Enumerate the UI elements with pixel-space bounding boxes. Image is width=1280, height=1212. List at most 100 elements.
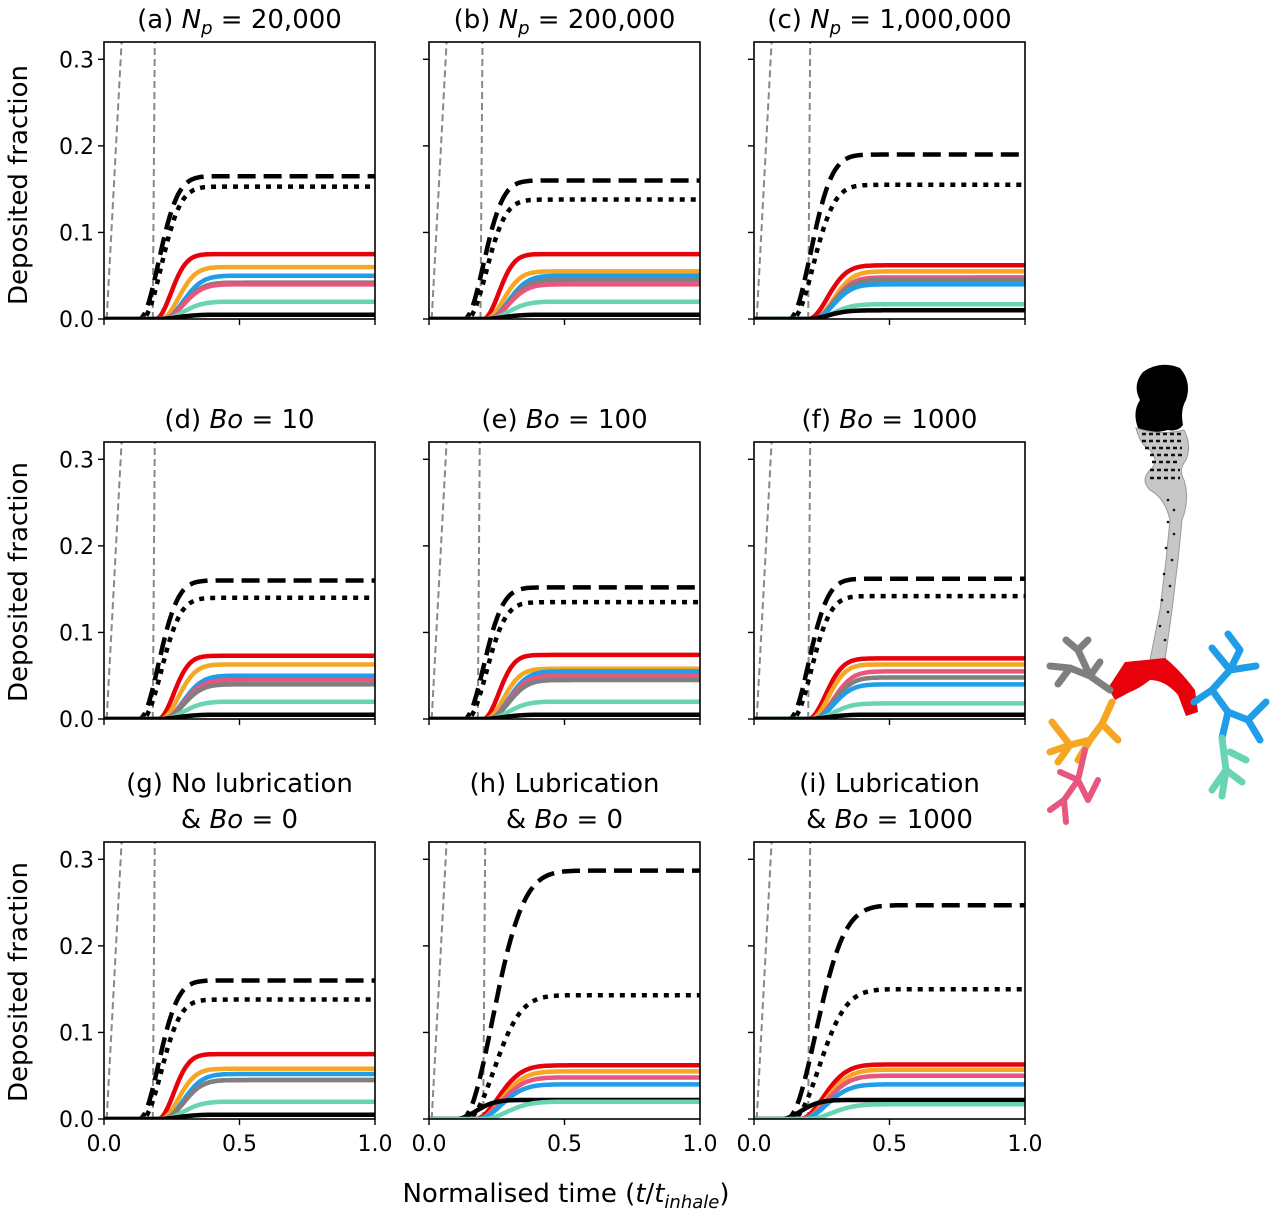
series-line-teal-solid <box>104 299 375 319</box>
panel-title-prefix: (f) <box>802 405 840 435</box>
series-line-red-solid <box>754 656 1025 719</box>
x-axis-label-t2: t <box>654 1179 665 1209</box>
panel-title-symbol: Bo <box>526 405 560 435</box>
guide-line <box>430 442 448 719</box>
panel-title: & Bo = 0 <box>506 805 623 835</box>
y-tick-label: 0.1 <box>59 621 94 646</box>
series-line-red-solid <box>754 263 1025 319</box>
panel-title: (c) Np = 1,000,000 <box>767 5 1011 39</box>
guide-line <box>755 42 773 319</box>
x-tick-label: 0.0 <box>412 1132 447 1157</box>
guide-line <box>807 842 812 1119</box>
chart-panel-3: (c) Np = 1,000,000 <box>748 5 1026 325</box>
series-line-red-solid <box>754 1062 1025 1119</box>
series-line-orange-solid <box>104 264 375 319</box>
series-line-black-solid <box>429 312 700 319</box>
panel-title: (a) Np = 20,000 <box>137 5 342 39</box>
series-line-blue-solid <box>429 273 700 319</box>
series-line-red-solid <box>104 251 375 319</box>
series-line-blue-solid <box>754 682 1025 719</box>
series-line-teal-solid <box>429 699 700 719</box>
guide-line <box>755 442 773 719</box>
airway-branch-blue <box>1190 630 1270 744</box>
y-tick-label: 0.3 <box>59 448 94 473</box>
series-line-gray-solid <box>429 277 700 319</box>
x-axis-label-slash: / <box>645 1179 654 1209</box>
chart-panel-5: (e) Bo = 100 <box>423 405 701 725</box>
guide-line <box>430 842 448 1119</box>
series-line-pink-solid <box>754 275 1025 319</box>
y-tick-label: 0.1 <box>59 221 94 246</box>
series-line-red-solid <box>104 653 375 719</box>
panel-title-symbol: N <box>182 5 201 35</box>
y-tick-label: 0.3 <box>59 48 94 73</box>
series-line-red-solid <box>429 1063 700 1119</box>
chart-panel-4: 0.0 0.1 0.2 0.3 (d) Bo = 10 <box>59 405 376 733</box>
series-line-black-dashed <box>429 178 700 319</box>
x-tick-label: 1.0 <box>358 1132 393 1157</box>
guide-line <box>430 42 448 319</box>
series-line-black-solid <box>104 312 375 319</box>
series-line-pink-solid <box>429 1075 700 1119</box>
x-tick-label: 0.0 <box>87 1132 122 1157</box>
guide-line <box>476 442 481 719</box>
panel-title-value: = 1,000,000 <box>841 5 1012 35</box>
x-axis-label-close: ) <box>719 1179 729 1209</box>
panel-title-symbol: N <box>810 5 829 35</box>
series-line-blue-solid <box>104 273 375 319</box>
series-line-red-solid <box>104 1051 375 1119</box>
series-line-blue-solid <box>754 1082 1025 1119</box>
panel-title-symbol: Bo <box>835 805 869 835</box>
panel-title-line1: (h) Lubrication <box>470 769 660 799</box>
panel-title-value: = 10 <box>243 405 314 435</box>
chart-panel-1: 0.0 0.1 0.2 0.3 (a) Np = 20,000 <box>59 5 376 333</box>
y-axis-label-row-1: Deposited fraction <box>4 65 34 305</box>
y-tick-label: 0.0 <box>59 1108 94 1133</box>
panel-title-prefix: (b) <box>454 5 499 35</box>
panel-title-symbol: Bo <box>839 405 873 435</box>
x-tick-label: 0.5 <box>547 1132 582 1157</box>
series-line-teal-solid <box>754 701 1025 719</box>
panel-title-symbol: Bo <box>209 405 243 435</box>
panel-title-prefix: & <box>806 805 835 835</box>
guide-line <box>807 42 812 319</box>
series-line-red-solid <box>429 652 700 719</box>
series-line-black-dashed <box>104 978 375 1119</box>
series-line-pink-solid <box>754 669 1025 719</box>
series-line-blue-solid <box>429 1082 700 1119</box>
airway-mouth <box>1135 364 1188 433</box>
series-line-orange-solid <box>429 269 700 319</box>
series-line-teal-solid <box>104 1099 375 1119</box>
guide-line <box>807 442 812 719</box>
guide-line <box>755 842 773 1119</box>
x-tick-label: 1.0 <box>683 1132 718 1157</box>
series-line-black-solid <box>104 712 375 719</box>
y-tick-label: 0.1 <box>59 1021 94 1046</box>
series-line-teal-solid <box>104 699 375 719</box>
y-tick-label: 0.2 <box>59 135 94 160</box>
panel-title-value: = 20,000 <box>213 5 342 35</box>
panel-title: (e) Bo = 100 <box>481 405 647 435</box>
series-line-black-dashed <box>104 578 375 719</box>
x-tick-label: 0.5 <box>222 1132 257 1157</box>
y-tick-label: 0.0 <box>59 708 94 733</box>
panel-title-subscript: p <box>517 18 529 39</box>
y-tick-label: 0.3 <box>59 848 94 873</box>
guide-line <box>151 842 156 1119</box>
chart-panel-8: 0.0 0.5 1.0 (h) Lubrication & Bo = 0 <box>412 769 718 1157</box>
panel-title-value: = 100 <box>560 405 648 435</box>
guide-line <box>482 842 487 1119</box>
airway-dots <box>1158 498 1176 642</box>
airway-branch-gray <box>1046 636 1114 694</box>
y-axis-label-row-2: Deposited fraction <box>4 462 34 702</box>
panel-title-subscript: p <box>200 18 212 39</box>
panel-title-prefix: (c) <box>767 5 810 35</box>
guide-line <box>105 842 123 1119</box>
series-line-teal-solid <box>754 302 1025 319</box>
panel-title-symbol: Bo <box>534 805 568 835</box>
series-line-black-solid <box>104 1112 375 1119</box>
panel-title-symbol: Bo <box>209 805 243 835</box>
y-tick-label: 0.0 <box>59 308 94 333</box>
series-line-black-solid <box>429 712 700 719</box>
